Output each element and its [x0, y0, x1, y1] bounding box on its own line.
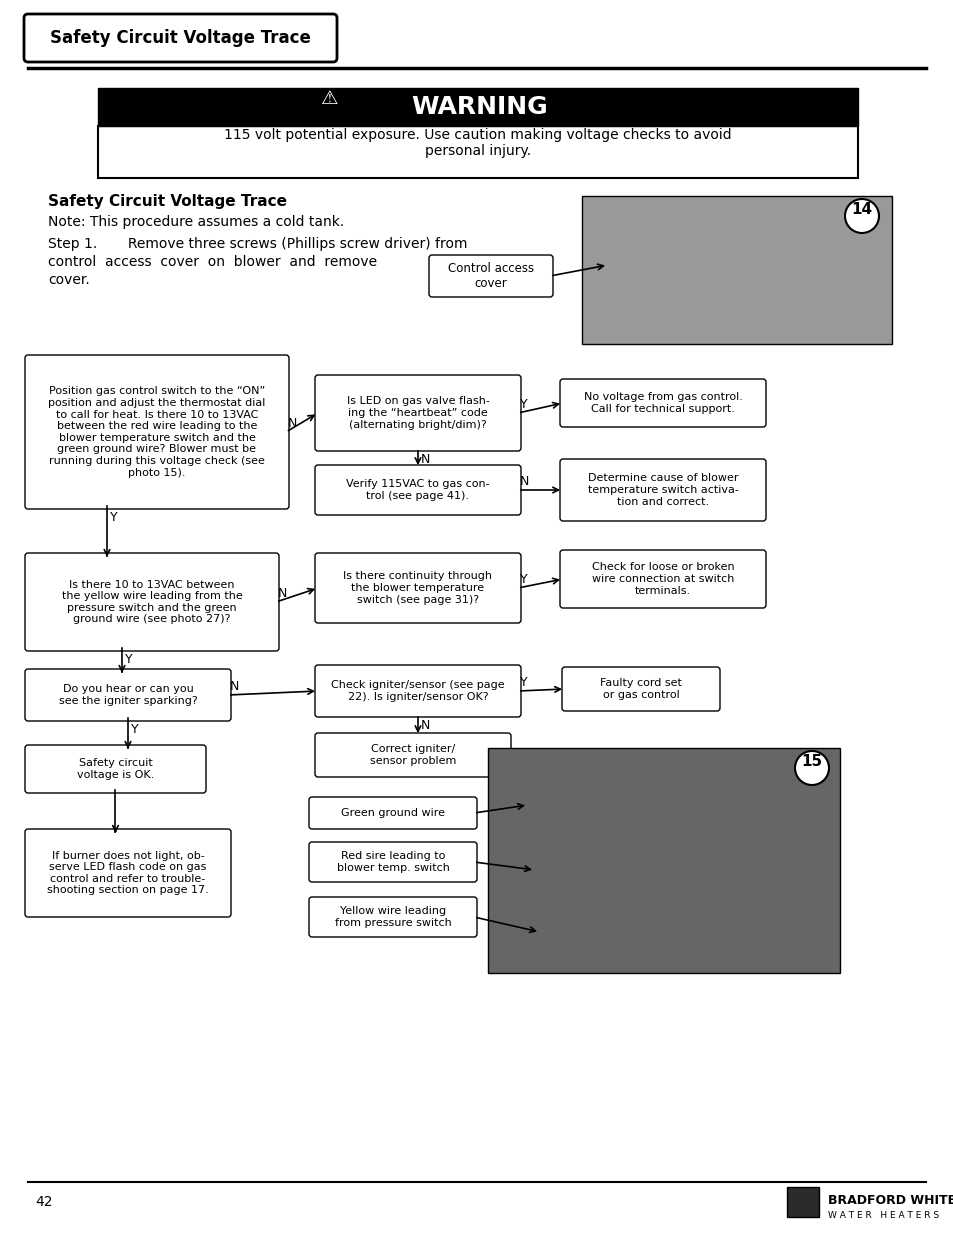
FancyBboxPatch shape [559, 459, 765, 521]
FancyBboxPatch shape [559, 550, 765, 608]
FancyBboxPatch shape [25, 354, 289, 509]
Circle shape [794, 751, 828, 785]
FancyBboxPatch shape [429, 254, 553, 296]
Text: Faulty cord set
or gas control: Faulty cord set or gas control [599, 678, 681, 700]
Text: 42: 42 [35, 1195, 52, 1209]
Text: Safety Circuit Voltage Trace: Safety Circuit Voltage Trace [48, 194, 287, 209]
Text: 14: 14 [850, 201, 872, 216]
Text: Y: Y [519, 573, 527, 585]
Text: Step 1.       Remove three screws (Phillips screw driver) from: Step 1. Remove three screws (Phillips sc… [48, 237, 467, 251]
FancyBboxPatch shape [309, 842, 476, 882]
FancyBboxPatch shape [309, 797, 476, 829]
Text: Is there continuity through
the blower temperature
switch (see page 31)?: Is there continuity through the blower t… [343, 572, 492, 605]
Text: Y: Y [125, 653, 132, 666]
FancyBboxPatch shape [25, 669, 231, 721]
Text: Safety Circuit Voltage Trace: Safety Circuit Voltage Trace [50, 28, 311, 47]
Text: Check igniter/sensor (see page
22). Is igniter/sensor OK?: Check igniter/sensor (see page 22). Is i… [331, 680, 504, 701]
Text: Correct igniter/
sensor problem: Correct igniter/ sensor problem [370, 745, 456, 766]
Text: Note: This procedure assumes a cold tank.: Note: This procedure assumes a cold tank… [48, 215, 344, 228]
Circle shape [844, 199, 878, 233]
Text: Position gas control switch to the “ON”
position and adjust the thermostat dial
: Position gas control switch to the “ON” … [49, 387, 265, 478]
FancyBboxPatch shape [561, 667, 720, 711]
Text: Check for loose or broken
wire connection at switch
terminals.: Check for loose or broken wire connectio… [591, 562, 734, 595]
Text: control  access  cover  on  blower  and  remove: control access cover on blower and remov… [48, 254, 376, 269]
FancyBboxPatch shape [24, 14, 336, 62]
Text: Control access
cover: Control access cover [448, 262, 534, 290]
Bar [98, 126, 857, 178]
FancyBboxPatch shape [309, 897, 476, 937]
FancyBboxPatch shape [559, 379, 765, 427]
Bar [98, 88, 857, 126]
Text: No voltage from gas control.
Call for technical support.: No voltage from gas control. Call for te… [583, 393, 741, 414]
Text: Red sire leading to
blower temp. switch: Red sire leading to blower temp. switch [336, 851, 449, 873]
Text: Y: Y [131, 722, 138, 736]
Text: Verify 115VAC to gas con-
trol (see page 41).: Verify 115VAC to gas con- trol (see page… [346, 479, 489, 501]
Text: Y: Y [519, 398, 527, 411]
Text: Is there 10 to 13VAC between
the yellow wire leading from the
pressure switch an: Is there 10 to 13VAC between the yellow … [62, 579, 242, 625]
Text: WARNING: WARNING [411, 95, 548, 119]
Text: Determine cause of blower
temperature switch activa-
tion and correct.: Determine cause of blower temperature sw… [587, 473, 738, 506]
FancyBboxPatch shape [314, 466, 520, 515]
Text: Y: Y [110, 511, 117, 524]
FancyBboxPatch shape [25, 553, 278, 651]
Text: Safety circuit
voltage is OK.: Safety circuit voltage is OK. [77, 758, 154, 779]
Text: Do you hear or can you
see the igniter sparking?: Do you hear or can you see the igniter s… [58, 684, 197, 705]
Text: N: N [230, 680, 239, 693]
Text: N: N [420, 453, 430, 466]
Text: If burner does not light, ob-
serve LED flash code on gas
control and refer to t: If burner does not light, ob- serve LED … [47, 851, 209, 895]
FancyBboxPatch shape [314, 553, 520, 622]
Text: Y: Y [519, 676, 527, 689]
Bar [581, 196, 891, 345]
Text: N: N [288, 417, 297, 430]
FancyBboxPatch shape [25, 745, 206, 793]
Text: cover.: cover. [48, 273, 90, 287]
Text: W A T E R   H E A T E R S: W A T E R H E A T E R S [827, 1210, 938, 1219]
Text: N: N [277, 587, 287, 600]
Text: ⚠: ⚠ [321, 89, 338, 107]
Bar [488, 748, 840, 973]
Text: Yellow wire leading
from pressure switch: Yellow wire leading from pressure switch [335, 906, 451, 927]
FancyBboxPatch shape [25, 829, 231, 918]
FancyBboxPatch shape [314, 664, 520, 718]
FancyBboxPatch shape [314, 734, 511, 777]
Text: Is LED on gas valve flash-
ing the “heartbeat” code
(alternating bright/dim)?: Is LED on gas valve flash- ing the “hear… [346, 396, 489, 430]
Text: N: N [519, 475, 529, 488]
FancyBboxPatch shape [314, 375, 520, 451]
Text: BRADFORD WHITE®: BRADFORD WHITE® [827, 1193, 953, 1207]
Text: 15: 15 [801, 753, 821, 768]
Text: N: N [420, 719, 430, 732]
Text: 115 volt potential exposure. Use caution making voltage checks to avoid
personal: 115 volt potential exposure. Use caution… [224, 128, 731, 158]
Bar [786, 1187, 818, 1216]
Text: Green ground wire: Green ground wire [340, 808, 444, 818]
